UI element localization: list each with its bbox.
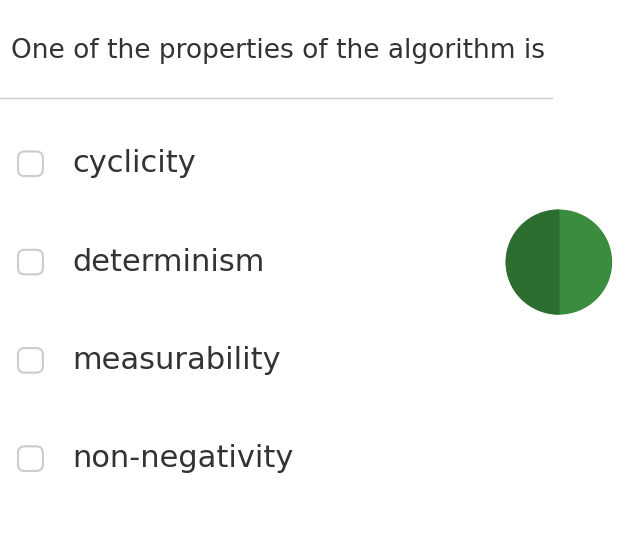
Text: non-negativity: non-negativity bbox=[72, 444, 294, 473]
Text: determinism: determinism bbox=[72, 247, 265, 277]
Circle shape bbox=[506, 210, 611, 314]
FancyBboxPatch shape bbox=[18, 250, 43, 274]
FancyBboxPatch shape bbox=[18, 348, 43, 372]
Text: cyclicity: cyclicity bbox=[72, 149, 196, 179]
Wedge shape bbox=[506, 210, 559, 314]
FancyBboxPatch shape bbox=[18, 447, 43, 471]
Text: One of the properties of the algorithm is: One of the properties of the algorithm i… bbox=[11, 38, 545, 64]
FancyBboxPatch shape bbox=[18, 151, 43, 176]
Text: measurability: measurability bbox=[72, 346, 281, 375]
